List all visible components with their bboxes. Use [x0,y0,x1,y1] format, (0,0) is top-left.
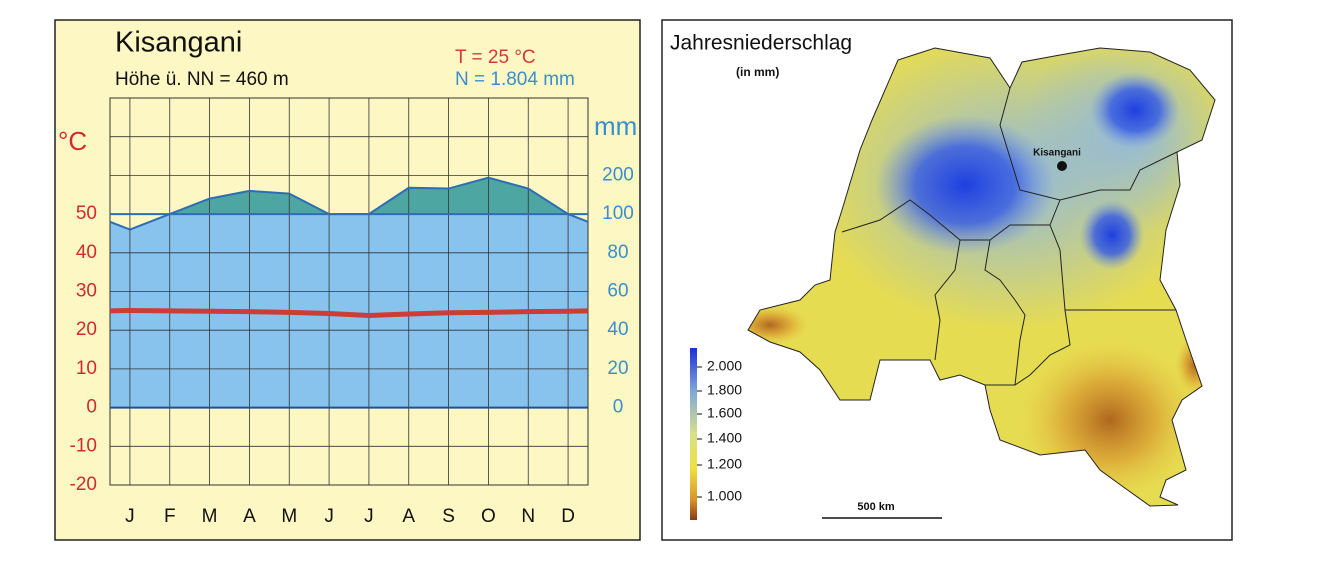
legend-entry: N = 1.804 mm [455,69,575,90]
x-tick-label: F [164,506,176,527]
scale-label: 500 km [857,501,895,513]
colorbar-label: 1.600 [707,405,742,421]
y2-tick-label: 80 [607,242,628,263]
y2-tick-label: 200 [602,164,634,185]
precip-humid-area [169,177,569,215]
colorbar-label: 1.200 [707,456,742,472]
x-tick-label: M [281,506,297,527]
colorbar-ticks: 2.000 1.800 1.600 1.400 1.200 1.000 [697,358,742,504]
temp-wrap [109,307,589,314]
y-tick-label: 50 [76,203,97,224]
x-tick-label: M [202,506,218,527]
colorbar-label: 1.800 [707,382,742,398]
x-tick-label: A [243,506,256,527]
y-label: °C [58,126,87,156]
precip-area [110,214,588,408]
colorbar-label: 1.000 [707,488,742,504]
precip-wrap [109,213,589,231]
y-tick-label: 40 [76,242,97,263]
temp-line [129,307,569,318]
city-dot [1057,161,1067,171]
plot [109,97,589,486]
y-tick-label: 20 [76,319,97,340]
colorbar [690,348,697,520]
x-tick-label: O [481,506,496,527]
colorbar-label: 1.400 [707,430,742,446]
x-tick-label: J [125,506,135,527]
plot-frame [109,97,589,486]
subtitle: Höhe ü. NN = 460 m [115,69,289,90]
colorbar-label: 2.000 [707,358,742,374]
city-label: Kisangani [1033,148,1081,159]
y-tick-label: -20 [70,474,97,495]
y2-tick-label: 0 [613,397,624,418]
x-tick-label: S [442,506,455,527]
y2-tick-label: 20 [607,358,628,379]
map-title: Jahresniederschlag [670,32,852,55]
x-tick-label: J [364,506,374,527]
y-tick-label: -10 [70,435,97,456]
y2-tick-label: 40 [607,319,628,340]
x-tick-label: D [561,506,575,527]
map-borders [841,87,1178,386]
y2-tick-label: 60 [607,281,628,302]
x-tick-label: N [521,506,535,527]
y-tick-label: 30 [76,281,97,302]
y2-label: mm [594,111,637,141]
precip-line [129,176,569,231]
chart-title: Kisangani [115,27,242,59]
y2-tick-label: 100 [602,203,634,224]
map-unit: (in mm) [736,65,779,79]
x-tick-label: J [324,506,334,527]
legend-entry: T = 25 °C [455,47,536,68]
y-tick-label: 0 [86,397,97,418]
y-tick-label: 10 [76,358,97,379]
x-tick-label: A [402,506,415,527]
